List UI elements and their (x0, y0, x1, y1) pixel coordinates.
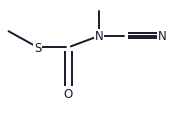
Text: S: S (34, 41, 41, 54)
Text: N: N (158, 30, 167, 43)
Text: N: N (95, 30, 104, 43)
Text: O: O (64, 87, 73, 100)
